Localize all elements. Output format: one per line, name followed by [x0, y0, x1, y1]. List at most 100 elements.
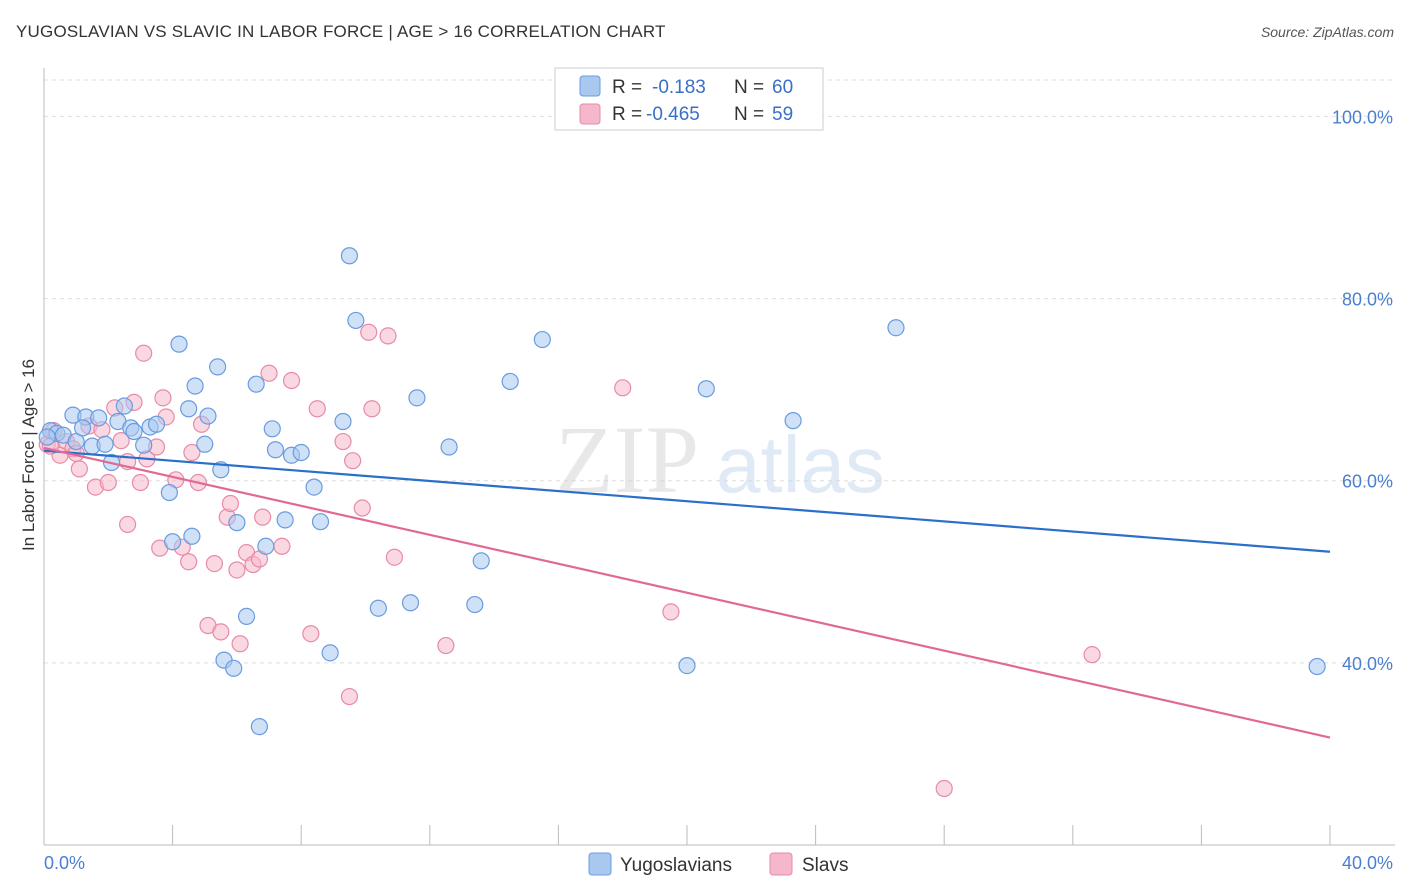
slav-point [364, 401, 380, 417]
slav-point [309, 401, 325, 417]
grid-lines [44, 80, 1395, 663]
yugoslavian-point [165, 534, 181, 550]
x-tick-label-max: 40.0% [1342, 853, 1393, 873]
slav-point [181, 554, 197, 570]
yugoslavian-point [126, 424, 142, 440]
slav-point [274, 538, 290, 554]
yugoslavian-point [785, 413, 801, 429]
yugoslavian-point [322, 645, 338, 661]
yugoslavian-point [229, 515, 245, 531]
yugoslavian-point [136, 437, 152, 453]
watermark: ZIP atlas [555, 406, 885, 513]
yugoslavian-point [171, 336, 187, 352]
watermark-atlas: atlas [716, 420, 885, 509]
bottom-legend-swatch-slavs [770, 853, 792, 875]
slav-point [222, 495, 238, 511]
yugoslavian-point [149, 416, 165, 432]
legend-r-label-yugoslavians: R = [612, 77, 642, 98]
slav-point [354, 500, 370, 516]
yugoslavian-point [277, 512, 293, 528]
x-tick-label-min: 0.0% [44, 853, 85, 873]
slav-point [120, 516, 136, 532]
slav-point [232, 636, 248, 652]
y-tick-label: 60.0% [1342, 472, 1393, 492]
yugoslavian-point [116, 398, 132, 414]
slav-point [255, 509, 271, 525]
slav-point [303, 626, 319, 642]
slav-point [136, 345, 152, 361]
yugoslavian-point [370, 600, 386, 616]
yugoslavian-point [409, 390, 425, 406]
bottom-legend-label-yugoslavians: Yugoslavians [620, 855, 732, 876]
yugoslavian-point [264, 421, 280, 437]
yugoslavian-point [91, 410, 107, 426]
yugoslavian-point [534, 332, 550, 348]
yugoslavian-point [197, 436, 213, 452]
yugoslavian-point [258, 538, 274, 554]
yugoslavian-point [248, 376, 264, 392]
yugoslavian-point [403, 595, 419, 611]
y-tick-labels: 40.0% 60.0% 80.0% 100.0% [1332, 107, 1393, 673]
yugoslavian-point [306, 479, 322, 495]
legend: R = -0.183 N = 60 R = -0.465 N = 59 [555, 68, 823, 130]
bottom-legend: Yugoslavians Slavs [589, 853, 848, 876]
yugoslavian-point [200, 408, 216, 424]
yugoslavian-point [348, 312, 364, 328]
slav-point [663, 604, 679, 620]
yugoslavian-point [39, 429, 55, 445]
yugoslavian-point [473, 553, 489, 569]
yugoslavian-point [312, 514, 328, 530]
legend-r-value-yugoslavians: -0.183 [652, 77, 706, 98]
slav-point [936, 781, 952, 797]
slav-point [261, 365, 277, 381]
yugoslavian-point [698, 381, 714, 397]
slav-point [284, 373, 300, 389]
legend-n-value-slavs: 59 [772, 104, 793, 125]
yugoslavian-point [97, 436, 113, 452]
yugoslavian-point [888, 320, 904, 336]
yugoslavian-point [181, 401, 197, 417]
slav-point [361, 324, 377, 340]
slav-point [345, 453, 361, 469]
yugoslavian-point [75, 420, 91, 436]
slav-point [386, 549, 402, 565]
slav-point [132, 475, 148, 491]
slav-point [380, 328, 396, 344]
yugoslavian-point [341, 248, 357, 264]
legend-n-value-yugoslavians: 60 [772, 77, 793, 98]
bottom-legend-swatch-yugoslavians [589, 853, 611, 875]
slav-point [100, 475, 116, 491]
legend-n-label-slavs: N = [734, 104, 764, 125]
legend-swatch-yugoslavians [580, 76, 600, 96]
slav-point [155, 390, 171, 406]
slav-point [213, 624, 229, 640]
yugoslavian-point [335, 414, 351, 430]
slav-point [341, 689, 357, 705]
scatter-chart: ZIP atlas 40.0%60.0%80.0%100.0% 0.0% 40.0… [0, 0, 1406, 892]
slav-point [1084, 647, 1100, 663]
legend-n-label-yugoslavians: N = [734, 77, 764, 98]
yugoslavian-point [210, 359, 226, 375]
yugoslavian-point [239, 608, 255, 624]
yugoslavian-point [267, 442, 283, 458]
yugoslavian-point [293, 444, 309, 460]
y-tick-label: 100.0% [1332, 107, 1393, 127]
yugoslavian-point [679, 658, 695, 674]
yugoslavian-point [441, 439, 457, 455]
slav-point [438, 638, 454, 654]
yugoslavian-point [502, 373, 518, 389]
legend-r-value-slavs: -0.465 [646, 104, 700, 125]
slavs-points [39, 324, 1100, 796]
slav-point [335, 434, 351, 450]
slav-point [206, 556, 222, 572]
yugoslavian-point [184, 528, 200, 544]
slav-point [71, 461, 87, 477]
legend-swatch-slavs [580, 104, 600, 124]
slav-point [229, 562, 245, 578]
yugoslavian-point [226, 660, 242, 676]
bottom-legend-label-slavs: Slavs [802, 855, 848, 876]
yugoslavian-point [1309, 659, 1325, 675]
y-tick-label: 80.0% [1342, 290, 1393, 310]
yugoslavian-point [467, 597, 483, 613]
yugoslavian-point [187, 378, 203, 394]
